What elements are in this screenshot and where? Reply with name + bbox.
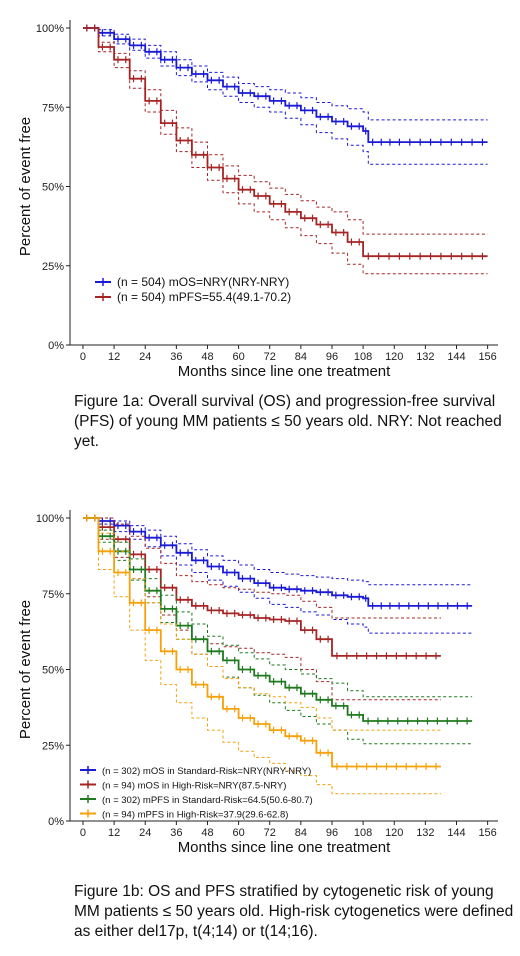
x-tick-label: 48 [201, 827, 213, 839]
chart-1b: 0% 25% 50% 75% 100% 0 12 24 36 48 60 72 84 96 108 120 13… [17, 510, 498, 856]
x-tick-label: 108 [354, 351, 372, 363]
x-tick-label: 24 [139, 351, 151, 363]
y-tick-label: 50% [42, 665, 64, 677]
y-axis-title: Percent of event free [17, 117, 34, 256]
x-tick-label: 72 [264, 351, 276, 363]
x-tick-label: 156 [478, 827, 496, 839]
x-tick-label: 120 [385, 351, 403, 363]
ci-lower-line [83, 517, 473, 634]
series-1 [83, 514, 441, 701]
x-tick-label: 144 [447, 351, 465, 363]
survival-line [83, 517, 441, 657]
ci-lower-line [83, 517, 441, 701]
survival-line [83, 517, 473, 722]
legend-label: (n = 94) mOS in High-Risk=NRY(87.5-NRY) [102, 781, 286, 792]
legend-label: (n = 504) mPFS=55.4(49.1-70.2) [117, 290, 291, 304]
x-tick-label: 132 [416, 827, 434, 839]
ci-lower-line [83, 27, 488, 275]
x-tick-label: 48 [201, 351, 213, 363]
y-tick-label: 50% [42, 182, 64, 194]
x-tick-label: 96 [326, 827, 338, 839]
x-tick-label: 108 [354, 827, 372, 839]
x-tick-label: 12 [108, 351, 120, 363]
x-tick-label: 0 [80, 827, 86, 839]
legend-label: (n = 302) mOS in Standard-Risk=NRY(NRY-N… [102, 766, 311, 777]
x-tick-label: 36 [170, 351, 182, 363]
x-tick-label: 156 [478, 351, 496, 363]
legend-label: (n = 504) mOS=NRY(NRY-NRY) [117, 275, 289, 289]
figure-1b-caption: Figure 1b: OS and PFS stratified by cyto… [74, 883, 514, 940]
x-tick-label: 144 [447, 827, 465, 839]
ci-lower-line [83, 517, 473, 745]
y-tick-label: 75% [42, 589, 64, 601]
y-tick-label: 25% [42, 261, 64, 273]
x-tick-label: 120 [385, 827, 403, 839]
ci-upper-line [83, 517, 441, 619]
survival-line [83, 27, 488, 258]
x-tick-label: 84 [295, 827, 307, 839]
y-tick-label: 25% [42, 740, 64, 752]
y-tick-label: 75% [42, 102, 64, 114]
y-tick-label: 0% [48, 816, 64, 828]
x-tick-label: 84 [295, 351, 307, 363]
ci-upper-line [83, 27, 488, 121]
series-3 [83, 514, 441, 795]
survival-line [83, 27, 488, 143]
y-tick-label: 100% [36, 513, 64, 525]
series-0 [83, 514, 473, 634]
y-axis-title: Percent of event free [17, 600, 34, 739]
x-tick-label: 0 [80, 351, 86, 363]
ci-lower-line [83, 517, 441, 795]
x-tick-label: 60 [232, 351, 244, 363]
x-tick-label: 60 [232, 827, 244, 839]
ci-upper-line [83, 517, 441, 731]
x-tick-label: 96 [326, 351, 338, 363]
x-tick-label: 24 [139, 827, 151, 839]
legend-label: (n = 302) mPFS in Standard-Risk=64.5(50.… [102, 795, 313, 806]
y-tick-label: 100% [36, 23, 64, 35]
y-tick-label: 0% [48, 340, 64, 352]
series-0 [83, 24, 488, 165]
series-1 [83, 24, 488, 275]
figure-1a-caption: Figure 1a: Overall survival (OS) and pro… [74, 393, 502, 450]
chart-1a: 0% 25% 50% 75% 100% 0 12 24 36 48 60 72 84 96 108 120 13… [17, 20, 498, 380]
x-tick-label: 36 [170, 827, 182, 839]
ci-upper-line [83, 517, 473, 586]
x-tick-label: 72 [264, 827, 276, 839]
survival-line [83, 517, 473, 607]
x-axis-title: Months since line one treatment [178, 363, 391, 380]
x-tick-label: 12 [108, 827, 120, 839]
survival-line [83, 517, 441, 768]
x-axis-title: Months since line one treatment [178, 839, 391, 856]
ci-upper-line [83, 27, 488, 235]
series-2 [83, 514, 473, 745]
ci-upper-line [83, 517, 473, 698]
legend-label: (n = 94) mPFS in High-Risk=37.9(29.6-62.… [102, 810, 288, 821]
x-tick-label: 132 [416, 351, 434, 363]
ci-lower-line [83, 27, 488, 165]
